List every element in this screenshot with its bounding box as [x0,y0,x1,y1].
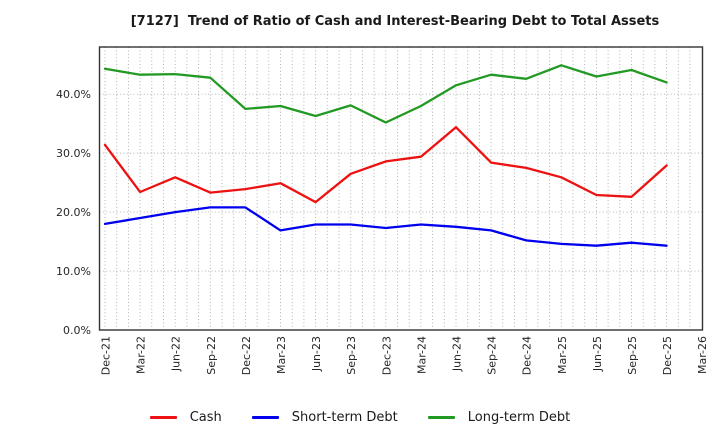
x-tick-label: Dec-21 [100,336,113,375]
series-line-short-term-debt [103,206,668,247]
legend-label: Cash [189,409,222,425]
y-tick-label: 20.0% [56,206,91,219]
x-tick-labels: Dec-21 Mar-22 Jun-22 Sep-22 Dec-22 Mar-23 Jun-… [100,336,710,375]
chart-legend: Cash Short-term Debt Long-term Debt [0,403,720,431]
x-tick-label: Jun-23 [310,336,323,372]
legend-item-long-term-debt: Long-term Debt [427,409,571,425]
y-tick-labels: 0.0% 10.0% 20.0% 30.0% 40.0% [56,88,91,337]
plot-border [98,46,704,331]
x-tick-label: Sep-22 [205,336,218,375]
x-tick-label: Jun-24 [451,336,464,372]
x-tick-label: Mar-26 [696,336,709,374]
x-tick-label: Mar-24 [415,336,428,374]
x-gridlines [104,47,691,330]
legend-item-cash: Cash [149,409,222,425]
y-tick-label: 30.0% [56,147,91,160]
legend-line-swatch [251,415,279,419]
series-line-long-term-debt [103,64,668,124]
y-tick-label: 40.0% [56,88,91,101]
x-tick-label: Sep-25 [626,336,639,375]
x-tick-label: Dec-22 [240,336,253,375]
legend-item-short-term-debt: Short-term Debt [251,409,398,425]
x-tick-label: Dec-25 [661,336,674,375]
x-tick-label: Mar-25 [556,336,569,374]
legend-line-swatch [427,415,455,419]
legend-label: Short-term Debt [291,409,398,425]
x-tick-label: Dec-24 [521,336,534,375]
x-tick-label: Jun-25 [591,336,604,372]
x-tick-label: Jun-22 [170,336,183,372]
chart-title: [7127] Trend of Ratio of Cash and Intere… [130,14,660,29]
y-tick-label: 10.0% [56,265,91,278]
x-tick-label: Dec-23 [380,336,393,375]
y-tick-label: 0.0% [63,324,91,337]
legend-label: Long-term Debt [467,409,571,425]
x-tick-label: Sep-23 [345,336,358,375]
x-tick-label: Mar-22 [135,336,148,374]
legend-line-swatch [149,415,177,419]
x-tick-label: Sep-24 [486,336,499,375]
series-line-cash [103,126,668,204]
x-tick-label: Mar-23 [275,336,288,374]
